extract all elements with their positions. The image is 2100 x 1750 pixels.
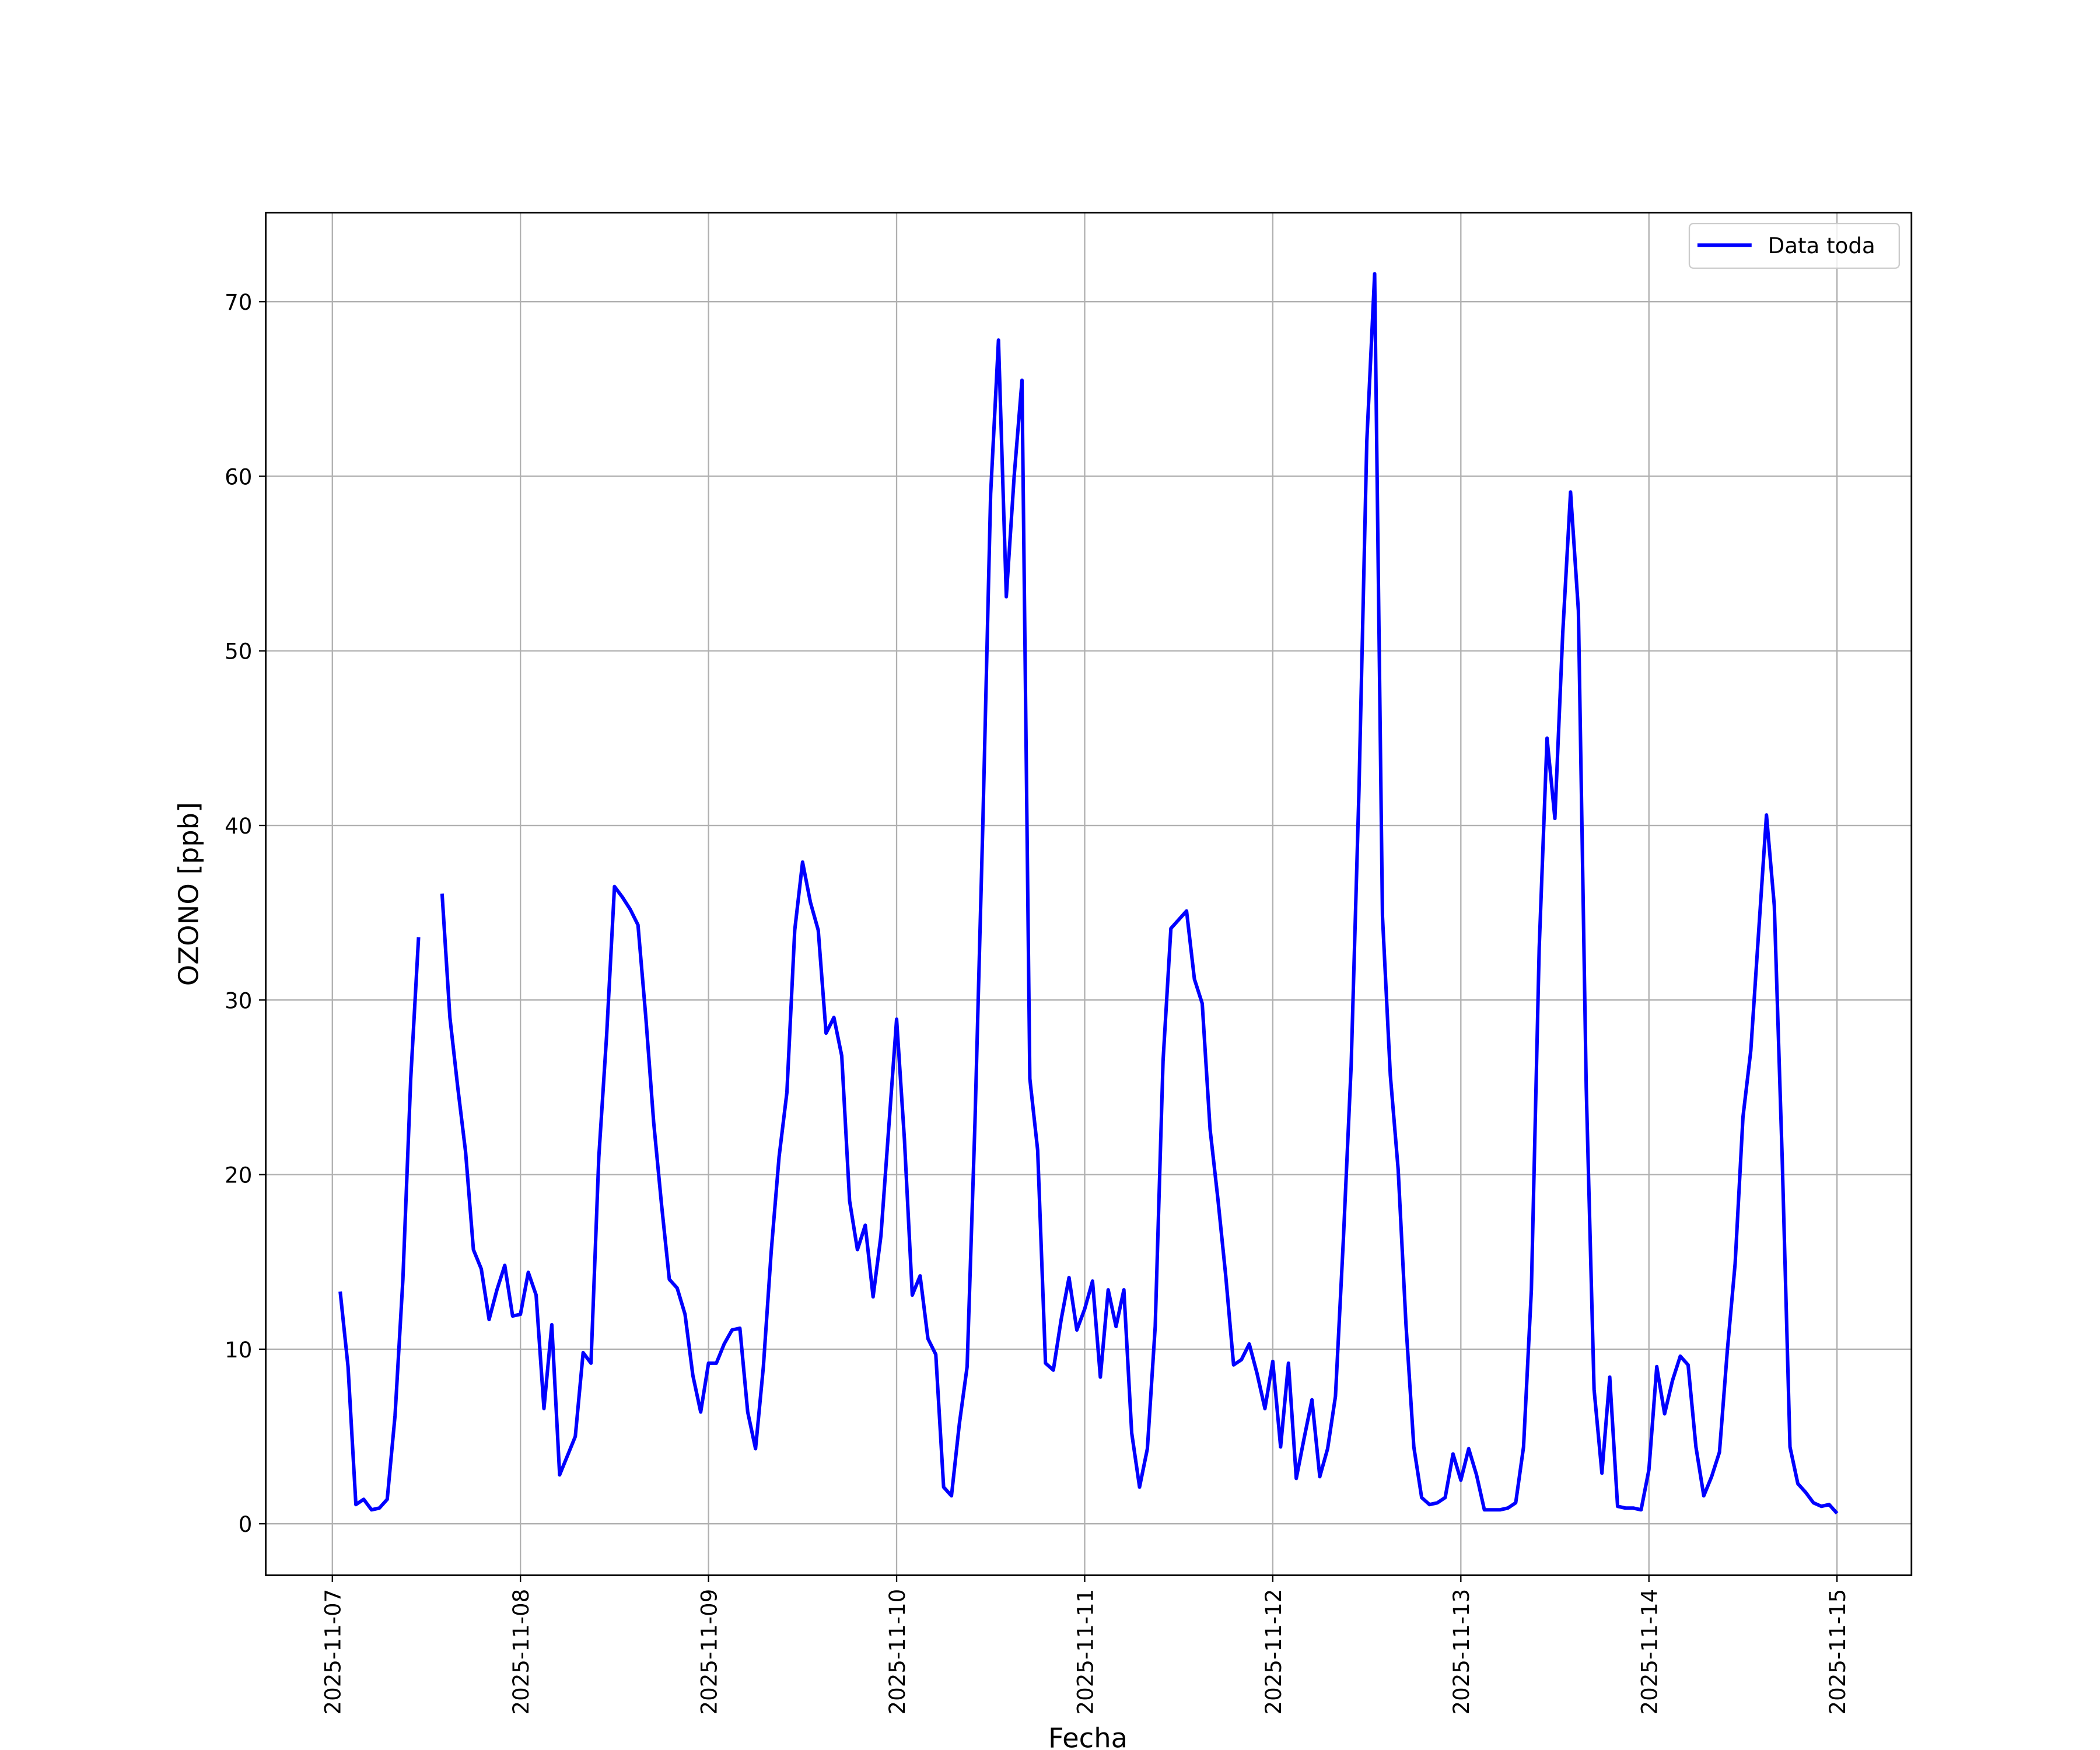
plot-frame: [265, 212, 1913, 1576]
x-tick-label: 2025-11-12: [1261, 1589, 1286, 1715]
x-tick-label: 2025-11-07: [321, 1589, 346, 1715]
x-tick-label: 2025-11-15: [1825, 1589, 1850, 1715]
y-tick-label: 60: [225, 464, 252, 489]
x-axis-label: Fecha: [1048, 1722, 1128, 1750]
y-tick-label: 10: [225, 1338, 252, 1363]
y-tick-label: 70: [225, 290, 252, 315]
y-tick-label: 20: [225, 1163, 252, 1188]
legend: Data toda: [1688, 222, 1901, 269]
x-tick-label: 2025-11-13: [1449, 1589, 1474, 1715]
x-tick-label: 2025-11-09: [697, 1589, 722, 1715]
legend-box: [1688, 222, 1901, 269]
x-tick-label: 2025-11-10: [885, 1589, 910, 1715]
y-tick-label: 50: [225, 639, 252, 664]
x-tick-label: 2025-11-11: [1073, 1589, 1098, 1715]
y-tick-label: 0: [239, 1512, 253, 1537]
y-tick-label: 40: [225, 814, 252, 839]
y-tick-label: 30: [225, 988, 252, 1013]
y-axis-label: OZONO [ppb]: [173, 802, 204, 986]
x-tick-label: 2025-11-08: [509, 1589, 534, 1715]
legend-label: Data toda: [1768, 233, 1875, 258]
x-tick-label: 2025-11-14: [1637, 1589, 1662, 1715]
data-line: [338, 272, 1839, 1515]
